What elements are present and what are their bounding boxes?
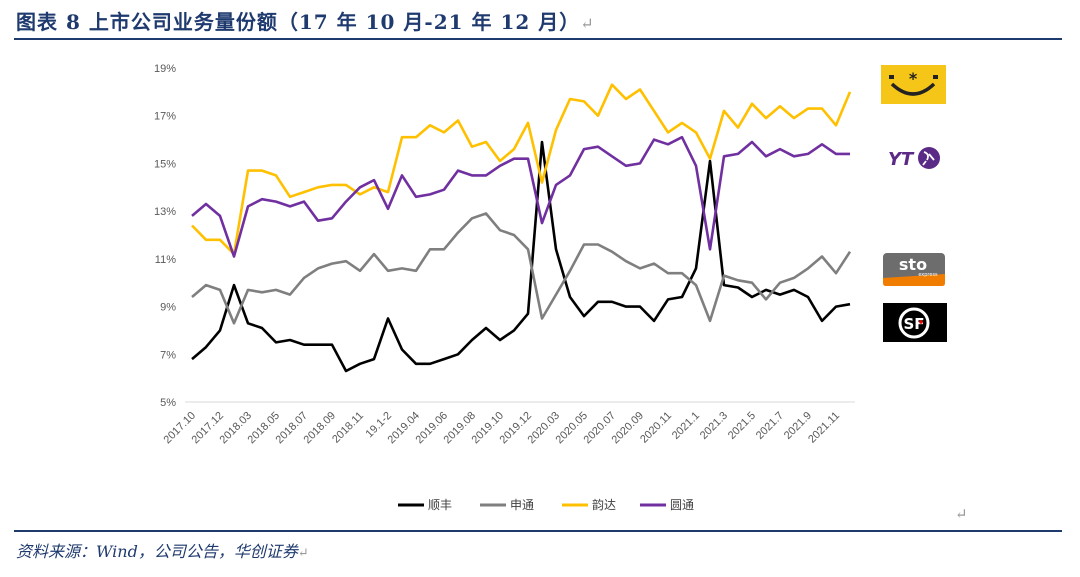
y-tick-label: 7%: [160, 349, 176, 361]
return-mark: ↵: [955, 505, 968, 523]
top-rule: [14, 38, 1062, 40]
y-axis: 5% 7% 9% 11% 13% 15% 17% 19%: [154, 63, 855, 409]
figure-title: 图表 8 上市公司业务量份额（17 年 10 月-21 年 12 月）↵: [16, 10, 595, 34]
svg-text:*: *: [909, 69, 918, 88]
series-line-0: [191, 140, 851, 373]
legend-label: 圆通: [670, 498, 694, 512]
legend-label: 顺丰: [428, 498, 452, 512]
sto-logo: sto express: [883, 253, 945, 286]
x-tick-label: 2021.5: [726, 410, 758, 442]
svg-text:sto: sto: [899, 255, 927, 274]
logos: * YT sto express SF: [881, 65, 947, 342]
x-tick-label: 2021.7: [754, 410, 786, 442]
series-line-3: [191, 135, 850, 258]
legend-label: 韵达: [592, 497, 616, 512]
y-tick-label: 5%: [160, 397, 176, 409]
series-line-2: [191, 83, 852, 256]
y-tick-label: 19%: [154, 63, 176, 75]
x-tick-label: 2021.3: [698, 410, 730, 442]
series-lines: [191, 83, 852, 373]
sf-logo: SF: [883, 303, 947, 342]
x-tick-label: 2018.11: [330, 410, 366, 446]
y-tick-label: 17%: [154, 111, 176, 123]
legend: 顺丰 申通 韵达 圆通: [398, 497, 694, 512]
yunda-logo: *: [881, 65, 946, 104]
yto-logo: YT: [888, 147, 940, 170]
y-tick-label: 15%: [154, 158, 176, 170]
source-note: 资料来源：Wind，公司公告，华创证券↵: [16, 542, 309, 561]
svg-text:SF: SF: [903, 315, 924, 333]
y-tick-label: 13%: [154, 206, 176, 218]
y-tick-label: 11%: [155, 254, 176, 266]
x-tick-label: 2021.1: [670, 410, 702, 442]
series-line-1: [191, 212, 852, 325]
x-tick-label: 2020.11: [638, 410, 674, 446]
x-tick-label: 2021.11: [806, 410, 842, 446]
y-tick-label: 9%: [160, 302, 176, 314]
svg-text:express: express: [918, 272, 938, 278]
svg-text:YT: YT: [888, 149, 915, 170]
legend-label: 申通: [510, 498, 534, 512]
bottom-rule: [14, 530, 1062, 532]
x-axis: 2017.102017.122018.032018.052018.072018.…: [162, 410, 843, 447]
